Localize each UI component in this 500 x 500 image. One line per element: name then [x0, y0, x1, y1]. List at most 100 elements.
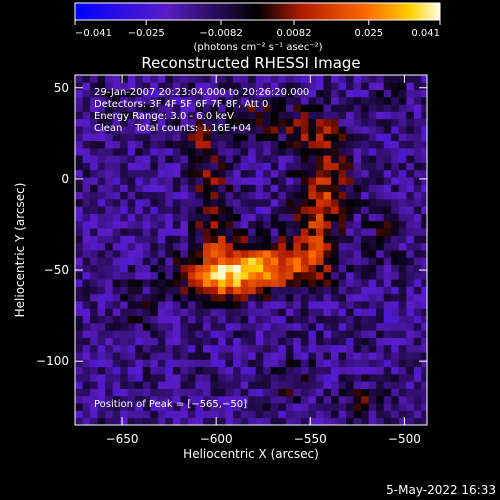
heatmap-cell [142, 242, 151, 251]
heatmap-cell [331, 286, 339, 295]
heatmap-cell [165, 118, 174, 127]
heatmap-cell [315, 403, 324, 411]
heatmap-cell [338, 177, 347, 185]
heatmap-cell [331, 133, 339, 142]
heatmap-cell [135, 257, 144, 265]
heatmap-cell [376, 235, 385, 244]
heatmap-cell [97, 75, 106, 83]
heatmap-cell [165, 111, 174, 120]
heatmap-cell [300, 140, 309, 149]
heatmap-cell [150, 264, 159, 273]
heatmap-cell [157, 147, 166, 156]
heatmap-cell [270, 279, 279, 287]
heatmap-cell [90, 301, 98, 309]
heatmap-cell [315, 286, 324, 295]
heatmap-cell [218, 271, 226, 280]
heatmap-cell [361, 169, 370, 178]
heatmap-cell [172, 308, 181, 317]
colorbar-unit-label: (photons cm⁻² s⁻¹ asec⁻²) [193, 42, 322, 53]
heatmap-cell [413, 417, 422, 425]
heatmap-cell [172, 206, 181, 214]
heatmap-cell [391, 89, 400, 98]
heatmap-cell [406, 352, 415, 360]
heatmap-cell [255, 330, 264, 338]
heatmap-cell [383, 315, 392, 324]
heatmap-cell [300, 337, 309, 346]
heatmap-cell [263, 184, 272, 193]
heatmap-cell [278, 315, 287, 324]
colorbar-tick-label: 0.025 [354, 28, 383, 39]
heatmap-cell [383, 359, 392, 368]
heatmap-cell [187, 191, 196, 200]
heatmap-cell [112, 126, 121, 134]
heatmap-cell [398, 162, 407, 171]
heatmap-cell [120, 140, 129, 149]
heatmap-cell [240, 89, 249, 98]
heatmap-cell [233, 118, 242, 127]
heatmap-cell [270, 403, 279, 411]
heatmap-cell [331, 337, 339, 346]
heatmap-cell [248, 381, 257, 389]
heatmap-cell [210, 235, 219, 244]
heatmap-cell [413, 206, 422, 214]
heatmap-cell [413, 82, 422, 90]
heatmap-cell [263, 330, 272, 338]
heatmap-cell [270, 410, 279, 419]
heatmap-cell [127, 213, 136, 222]
heatmap-cell [120, 388, 129, 397]
heatmap-cell [120, 359, 129, 368]
heatmap-cell [376, 322, 385, 331]
heatmap-cell [233, 126, 242, 134]
heatmap-cell [203, 410, 211, 419]
heatmap-cell [203, 337, 211, 346]
heatmap-cell [391, 126, 400, 134]
heatmap-cell [376, 82, 385, 90]
heatmap-cell [270, 337, 279, 346]
heatmap-cell [180, 75, 189, 83]
heatmap-cell [361, 155, 370, 163]
heatmap-cell [308, 315, 317, 324]
heatmap-cell [376, 410, 385, 419]
heatmap-cell [398, 403, 407, 411]
heatmap-cell [278, 388, 287, 397]
heatmap-cell [135, 126, 144, 134]
heatmap-cell [97, 308, 106, 317]
heatmap-cell [135, 111, 144, 120]
heatmap-cell [127, 235, 136, 244]
heatmap-cell [172, 257, 181, 265]
heatmap-cell [376, 191, 385, 200]
heatmap-cell [135, 213, 144, 222]
heatmap-cell [150, 403, 159, 411]
heatmap-cell [233, 359, 242, 368]
heatmap-cell [331, 322, 339, 331]
heatmap-cell [187, 96, 196, 105]
heatmap-cell [195, 126, 204, 134]
heatmap-cell [180, 315, 189, 324]
heatmap-cell [240, 279, 249, 287]
heatmap-cell [285, 235, 294, 244]
heatmap-cell [278, 133, 287, 142]
heatmap-cell [368, 337, 377, 346]
heatmap-cell [413, 373, 422, 382]
heatmap-cell [331, 250, 339, 258]
heatmap-cell [97, 330, 106, 338]
heatmap-cell [172, 250, 181, 258]
heatmap-cell [368, 220, 377, 229]
heatmap-cell [278, 301, 287, 309]
heatmap-cell [180, 184, 189, 193]
heatmap-cell [331, 147, 339, 156]
heatmap-cell [406, 344, 415, 353]
heatmap-cell [97, 388, 106, 397]
heatmap-cell [225, 373, 234, 382]
heatmap-cell [315, 133, 324, 142]
heatmap-cell [172, 220, 181, 229]
heatmap-cell [180, 242, 189, 251]
heatmap-cell [172, 330, 181, 338]
heatmap-cell [105, 177, 114, 185]
heatmap-cell [263, 366, 272, 375]
heatmap-cell [203, 75, 211, 83]
heatmap-cell [120, 147, 129, 156]
heatmap-cell [195, 96, 204, 105]
heatmap-cell [263, 337, 272, 346]
heatmap-cell [112, 228, 121, 236]
